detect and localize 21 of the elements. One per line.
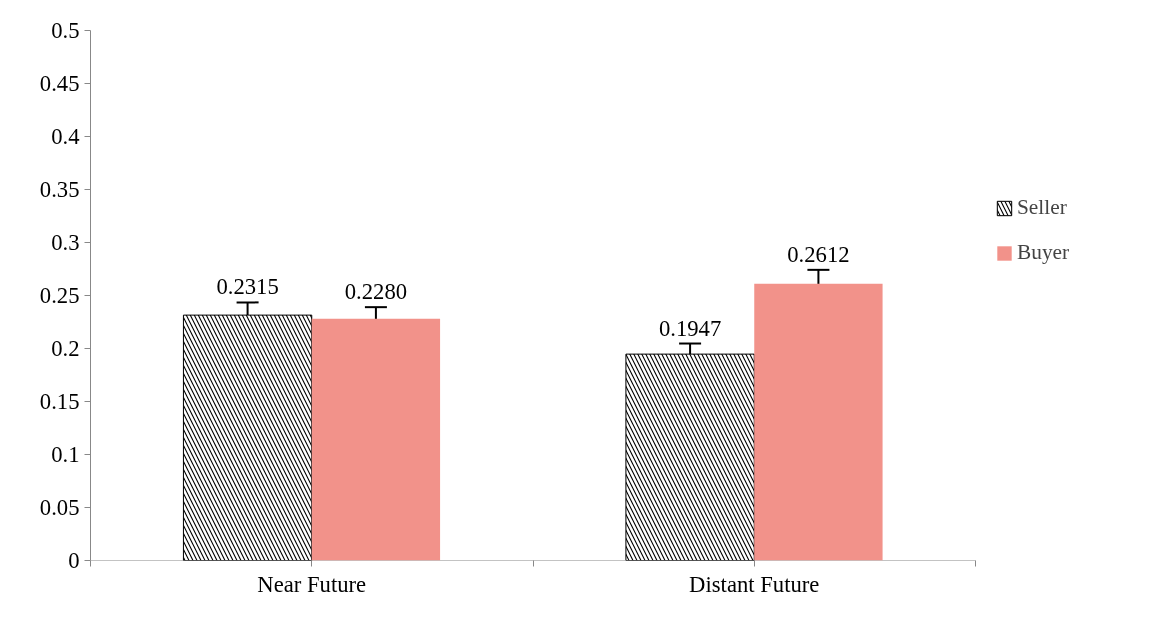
data-label: 0.2315 xyxy=(216,274,279,300)
data-label: 0.1947 xyxy=(658,315,722,341)
y-tick-label: 0.1 xyxy=(51,442,80,467)
bar xyxy=(311,318,441,561)
data-label: 0.2612 xyxy=(787,241,850,267)
bar xyxy=(754,283,883,561)
y-tick-label: 0 xyxy=(68,548,80,573)
legend-label: Buyer xyxy=(1017,240,1070,265)
y-tick-label: 0.4 xyxy=(51,124,80,149)
legend-label: Seller xyxy=(1017,195,1067,220)
x-tick-label: Distant Future xyxy=(689,571,820,597)
y-tick-label: 0.05 xyxy=(39,495,80,520)
y-tick-label: 0.3 xyxy=(51,230,80,255)
y-tick-label: 0.35 xyxy=(39,177,80,202)
y-tick-label: 0.45 xyxy=(39,71,80,96)
y-tick-label: 0.15 xyxy=(39,389,80,414)
y-tick-label: 0.25 xyxy=(39,283,80,308)
x-tick-label: Near Future xyxy=(257,571,367,597)
y-tick-label: 0.2 xyxy=(51,336,80,361)
data-label: 0.2280 xyxy=(344,279,408,305)
y-tick-label: 0.5 xyxy=(51,18,80,43)
